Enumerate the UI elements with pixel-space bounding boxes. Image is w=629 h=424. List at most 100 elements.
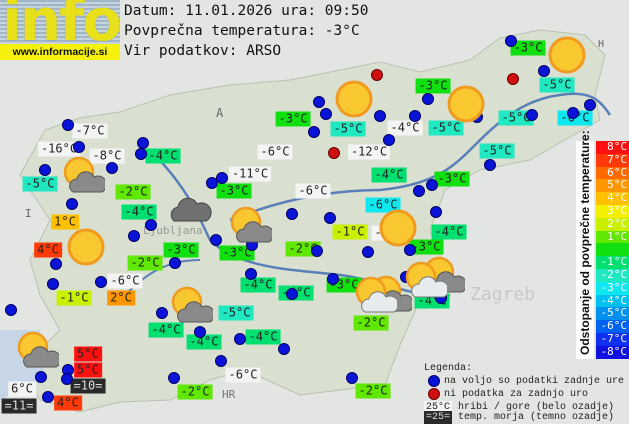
country-label-croatia: HR [222,388,236,401]
station-temperature: -5°C [22,176,58,192]
station-temperature: -5°C [330,121,366,137]
sun-icon [332,79,376,123]
station-temperature: 4°C [54,395,82,411]
station-temperature: 2°C [107,290,135,306]
station-temperature: -6°C [295,183,331,199]
station-dot-icon[interactable] [169,257,181,269]
station-dot-icon[interactable] [286,288,298,300]
country-label-hungary: H [598,39,604,50]
station-dot-icon[interactable] [278,343,290,355]
station-dot-icon[interactable] [128,230,140,242]
station-temperature: -5°C [539,77,575,93]
station-dot-icon[interactable] [426,179,438,191]
station-dot-icon[interactable] [245,268,257,280]
station-dot-icon[interactable] [210,234,222,246]
station-temperature: -1°C [332,224,368,240]
station-dot-icon[interactable] [5,304,17,316]
station-dot-icon[interactable] [383,134,395,146]
station-dot-icon[interactable] [73,141,85,153]
station-dot-icon[interactable] [327,273,339,285]
station-dot-icon[interactable] [61,373,73,385]
slovenia-territory [19,29,606,413]
station-dot-icon[interactable] [413,185,425,197]
station-dot-icon[interactable] [320,108,332,120]
station-dot-icon[interactable] [311,245,323,257]
station-dot-icon[interactable] [194,326,206,338]
station-dot-icon[interactable] [42,391,54,403]
station-dot-icon[interactable] [584,99,596,111]
station-dot-icon[interactable] [156,307,168,319]
station-dot-icon[interactable] [215,355,227,367]
station-dot-icon[interactable] [409,110,421,122]
station-dot-icon[interactable] [404,244,416,256]
station-temperature: 1°C [51,214,79,230]
station-dot-icon[interactable] [216,172,228,184]
station-dot-icon[interactable] [106,162,118,174]
sun-cloud-icon [167,284,215,330]
legend-blue-dot-text: na voljo so podatki zadnje ure [444,376,625,387]
sun-icon [376,208,420,252]
station-dot-icon[interactable] [346,372,358,384]
station-dot-icon[interactable] [50,258,62,270]
station-dot-icon[interactable] [286,208,298,220]
legend-sea-sample: =25= [424,411,453,424]
station-temperature: -5°C [428,120,464,136]
station-temperature: 5°C [74,362,102,378]
legend-mountain-row: 25°C hribi / gore (belo ozadje) [424,401,614,414]
site-logo[interactable]: info www.informacije.si [0,0,120,60]
station-dot-icon[interactable] [135,148,147,160]
station-temperature: -4°C [148,322,184,338]
scale-title: Odstopanje od povprečne temperature: [576,130,594,359]
station-temperature: -6°C [225,367,261,383]
station-temperature: -3°C [510,40,546,56]
station-temperature: -12°C [347,144,391,160]
station-temperature: -4°C [145,148,181,164]
station-dot-icon[interactable] [526,109,538,121]
country-label-italy: I [25,207,32,220]
data-source: Vir podatkov: ARSO [124,43,282,59]
station-no-data-dot-icon[interactable] [507,73,519,85]
station-dot-icon[interactable] [95,276,107,288]
station-temperature: -6°C [257,144,293,160]
station-dot-icon[interactable] [47,278,59,290]
station-dot-icon[interactable] [430,206,442,218]
scale-step: 1°C [596,230,629,244]
station-dot-icon[interactable] [422,93,434,105]
scale-step: -1°C [596,255,629,269]
station-temperature: -3°C [434,171,470,187]
country-label-austria: A [216,106,224,120]
station-dot-icon[interactable] [168,372,180,384]
station-dot-icon[interactable] [374,110,386,122]
station-no-data-dot-icon[interactable] [371,69,383,81]
station-dot-icon[interactable] [35,371,47,383]
station-dot-icon[interactable] [145,219,157,231]
station-dot-icon[interactable] [362,246,374,258]
logo-url[interactable]: www.informacije.si [0,44,120,60]
station-dot-icon[interactable] [505,35,517,47]
station-dot-icon[interactable] [206,177,218,189]
sun-icon [444,84,488,128]
station-temperature: -5°C [479,143,515,159]
station-dot-icon[interactable] [234,333,246,345]
station-temperature: -11°C [228,166,272,182]
scale-step: 8°C [596,140,629,154]
station-temperature: -5°C [218,305,254,321]
station-no-data-dot-icon[interactable] [328,147,340,159]
station-temperature: -4°C [245,329,281,345]
scale-step: 3°C [596,204,629,218]
station-dot-icon[interactable] [324,212,336,224]
legend-title: Legenda: [424,363,473,374]
scale-step: -7°C [596,332,629,346]
station-dot-icon[interactable] [313,96,325,108]
station-dot-icon[interactable] [538,65,550,77]
average-temperature: Povprečna temperatura: -3°C [124,23,360,39]
station-dot-icon[interactable] [308,126,320,138]
station-temperature: -16°C [37,141,81,157]
station-dot-icon[interactable] [66,198,78,210]
station-dot-icon[interactable] [567,107,579,119]
station-dot-icon[interactable] [137,137,149,149]
station-dot-icon[interactable] [62,119,74,131]
station-temperature: -6°C [365,197,401,213]
station-dot-icon[interactable] [39,164,51,176]
station-dot-icon[interactable] [484,159,496,171]
